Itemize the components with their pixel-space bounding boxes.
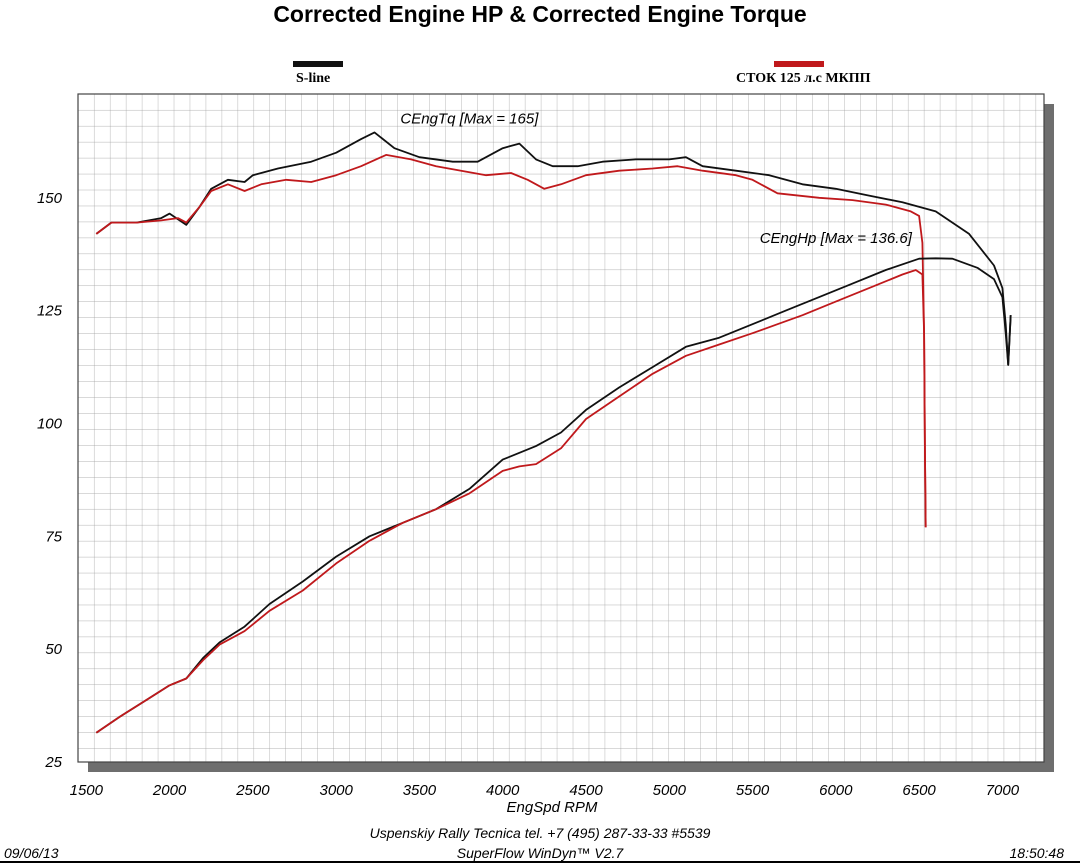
series-line-cengtq-stock [95, 153, 927, 528]
x-tick-label: 2000 [152, 782, 187, 799]
legend-swatch-sline [293, 61, 343, 67]
series-layer [95, 131, 1012, 734]
legend-swatch-stock [774, 61, 824, 67]
series-line-cengtq-sline [95, 131, 1012, 366]
y-tick-label: 150 [37, 190, 63, 207]
x-ticks: 1500 2000 2500 3000 3500 4000 4500 5000 5500 6000… [70, 782, 1020, 799]
x-tick-label: 2500 [235, 782, 270, 799]
x-tick-label: 7000 [986, 782, 1020, 799]
legend: S-line СТОК 125 л.с МКПП [293, 61, 871, 86]
x-tick-label: 4000 [486, 782, 520, 799]
x-tick-label: 5000 [653, 782, 687, 799]
footer-date: 09/06/13 [4, 845, 59, 861]
y-tick-label: 125 [37, 303, 63, 320]
series-line-cenghp-stock [95, 269, 927, 734]
y-tick-label: 100 [37, 416, 63, 433]
legend-label-stock: СТОК 125 л.с МКПП [736, 71, 871, 86]
x-tick-label: 3500 [403, 782, 437, 799]
x-tick-label: 1500 [70, 782, 104, 799]
x-tick-label: 3000 [320, 782, 354, 799]
footer-company: Uspenskiy Rally Tecnica tel. +7 (495) 28… [370, 825, 711, 841]
y-ticks: 25 50 75 100 125 150 [37, 190, 63, 771]
annotation-hp-max: CEngHp [Max = 136.6] [760, 230, 913, 247]
series-line-cenghp-sline [95, 257, 1012, 734]
footer-software: SuperFlow WinDyn™ V2.7 [457, 845, 625, 861]
y-tick-label: 75 [45, 528, 62, 545]
y-tick-label: 50 [45, 641, 62, 658]
y-tick-label: 25 [44, 754, 62, 771]
footer-time: 18:50:48 [1010, 845, 1065, 861]
annotation-torque-max: CEngTq [Max = 165] [400, 110, 539, 127]
x-axis-label: EngSpd RPM [507, 799, 598, 816]
x-tick-label: 6500 [902, 782, 936, 799]
chart-title: Corrected Engine HP & Corrected Engine T… [273, 1, 806, 27]
legend-label-sline: S-line [296, 71, 330, 86]
x-tick-label: 6000 [819, 782, 853, 799]
x-tick-label: 5500 [736, 782, 770, 799]
x-tick-label: 4500 [569, 782, 603, 799]
plot-frame [77, 93, 1045, 763]
grid [78, 94, 1044, 762]
